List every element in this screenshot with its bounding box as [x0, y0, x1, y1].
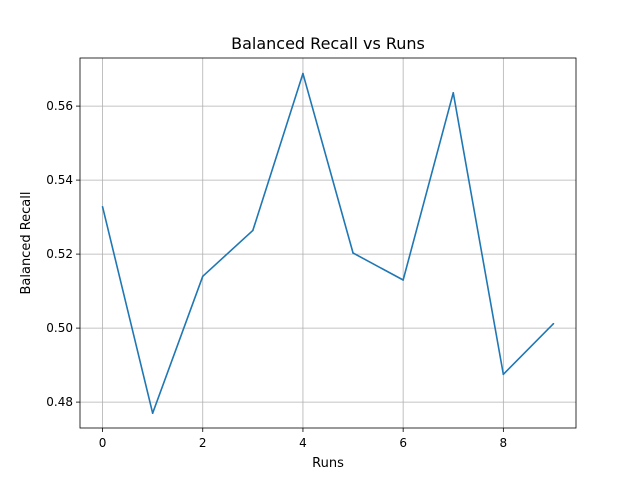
x-axis-label: Runs: [312, 456, 344, 471]
data-point: [452, 91, 455, 94]
data-point: [201, 275, 204, 278]
data-point: [101, 205, 104, 208]
y-tick-label: 0.54: [46, 173, 73, 187]
x-tick-label: 4: [299, 436, 307, 450]
data-point: [552, 322, 555, 325]
y-tick-label: 0.48: [46, 395, 73, 409]
x-tick-label: 0: [99, 436, 107, 450]
data-point: [252, 229, 254, 232]
y-axis-label: Balanced Recall: [19, 191, 34, 294]
x-tick-label: 8: [500, 436, 508, 450]
data-point: [502, 373, 505, 376]
data-point: [151, 412, 154, 415]
chart-title: Balanced Recall vs Runs: [231, 34, 425, 53]
data-point: [402, 279, 404, 281]
axis-ticks: 0 2 4 6 8 0.48 0.50 0.52 0.54 0.56: [46, 99, 507, 450]
x-tick-label: 6: [399, 436, 407, 450]
series-line: [101, 72, 555, 414]
data-points: [101, 72, 555, 415]
grid: [80, 58, 576, 428]
y-tick-label: 0.56: [46, 99, 73, 113]
plot-frame: [79, 57, 577, 429]
y-tick-label: 0.52: [46, 247, 73, 261]
data-point: [302, 72, 304, 75]
data-point: [352, 252, 354, 254]
x-tick-label: 2: [199, 436, 207, 450]
y-tick-label: 0.50: [46, 321, 73, 335]
